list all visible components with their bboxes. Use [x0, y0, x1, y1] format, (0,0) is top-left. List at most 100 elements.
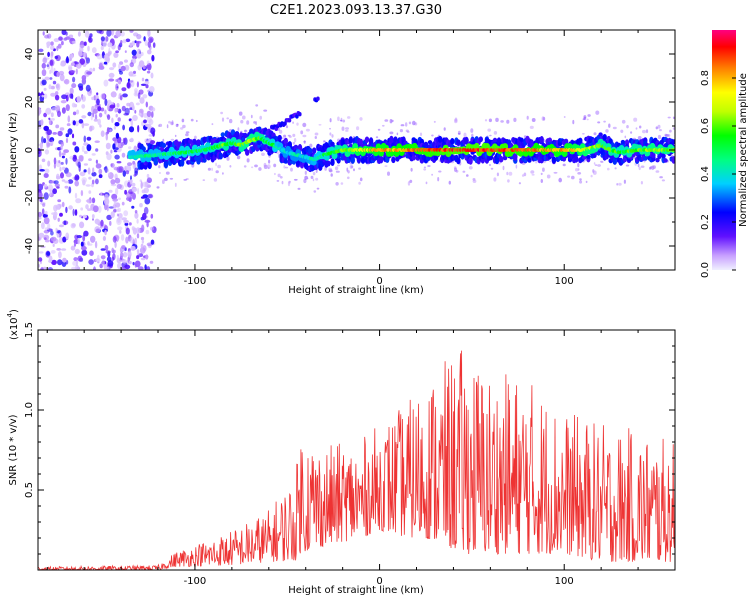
noise-cell — [80, 190, 84, 197]
noise-cell — [98, 65, 105, 70]
noise-cell — [110, 30, 115, 36]
noise-cell — [114, 107, 118, 113]
noise-cell — [616, 183, 619, 186]
noise-cell — [79, 214, 82, 218]
noise-cell — [47, 160, 51, 167]
noise-cell — [117, 117, 121, 122]
noise-cell — [166, 124, 169, 129]
noise-cell — [330, 173, 333, 177]
noise-cell — [42, 266, 47, 270]
ridge-band-cell — [578, 137, 583, 144]
noise-cell — [268, 159, 271, 164]
noise-cell — [531, 174, 535, 176]
noise-cell — [302, 122, 307, 128]
noise-cell — [587, 114, 591, 117]
noise-cell — [293, 178, 298, 181]
noise-cell — [70, 245, 76, 251]
noise-cell — [47, 61, 51, 70]
ridge-band-cell — [326, 160, 331, 167]
noise-cell — [151, 54, 155, 62]
noise-cell — [237, 127, 240, 131]
noise-cell — [140, 196, 146, 199]
noise-cell — [195, 119, 198, 123]
noise-cell — [140, 243, 144, 249]
noise-cell — [72, 120, 76, 126]
noise-cell — [42, 31, 45, 36]
noise-cell — [121, 152, 126, 158]
noise-cell — [302, 134, 307, 138]
noise-cell — [46, 133, 50, 141]
noise-cell — [585, 180, 588, 184]
noise-cell — [146, 64, 151, 69]
noise-cell — [83, 230, 89, 237]
noise-cell — [667, 116, 671, 119]
noise-cell — [54, 105, 61, 110]
noise-cell — [329, 169, 333, 173]
noise-cell — [68, 186, 72, 194]
noise-cell — [572, 119, 575, 125]
side-track-cell — [298, 112, 302, 117]
ridge-band-cell — [494, 156, 500, 165]
noise-cell — [101, 259, 105, 267]
noise-cell — [292, 133, 296, 137]
noise-cell — [119, 230, 122, 234]
noise-cell — [531, 118, 536, 122]
noise-cell — [43, 173, 49, 178]
noise-cell — [95, 148, 99, 152]
noise-cell — [410, 167, 413, 172]
ridge-band-cell — [364, 136, 370, 143]
noise-cell — [65, 31, 68, 36]
ridge-band-cell — [492, 137, 498, 143]
noise-cell — [38, 92, 41, 97]
noise-cell — [41, 136, 44, 144]
noise-cell — [140, 181, 143, 189]
noise-cell — [53, 211, 58, 217]
noise-cell — [52, 243, 55, 247]
noise-cell — [95, 178, 99, 185]
noise-cell — [489, 164, 491, 166]
noise-cell — [575, 168, 579, 172]
noise-cell — [118, 213, 123, 219]
noise-cell — [118, 197, 121, 201]
noise-cell — [70, 54, 74, 59]
noise-cell — [91, 179, 95, 185]
noise-cell — [60, 100, 67, 104]
ridge-band-cell — [655, 157, 660, 163]
ridge-band-cell — [547, 137, 552, 143]
noise-cell — [541, 116, 545, 121]
noise-cell — [130, 74, 137, 77]
noise-cell — [119, 95, 123, 101]
noise-cell — [69, 87, 74, 95]
noise-cell — [146, 60, 150, 66]
noise-cell — [70, 223, 76, 229]
noise-cell — [292, 141, 296, 145]
noise-cell — [347, 116, 351, 119]
spectrogram-xtick-label: 100 — [555, 276, 574, 287]
noise-cell — [290, 167, 293, 172]
noise-cell — [110, 91, 117, 98]
noise-cell — [43, 112, 47, 118]
noise-cell — [150, 239, 155, 245]
noise-cell — [48, 84, 52, 90]
noise-cell — [274, 172, 276, 176]
noise-cell — [145, 123, 150, 128]
noise-cell — [56, 233, 60, 238]
noise-cell — [577, 162, 580, 168]
noise-cell — [49, 69, 52, 75]
noise-cell — [296, 122, 299, 126]
noise-cell — [657, 124, 661, 129]
noise-cell — [400, 124, 405, 127]
noise-cell — [89, 250, 94, 256]
noise-cell — [103, 61, 108, 65]
noise-cell — [52, 80, 57, 85]
noise-cell — [111, 247, 114, 254]
noise-cell — [134, 109, 137, 114]
noise-cell — [593, 162, 596, 165]
noise-cell — [185, 133, 189, 137]
ridge-band-cell — [612, 158, 617, 165]
noise-cell — [251, 166, 254, 169]
noise-cell — [41, 94, 44, 98]
noise-cell — [190, 118, 194, 122]
noise-cell — [144, 181, 149, 188]
noise-cell — [38, 216, 42, 220]
